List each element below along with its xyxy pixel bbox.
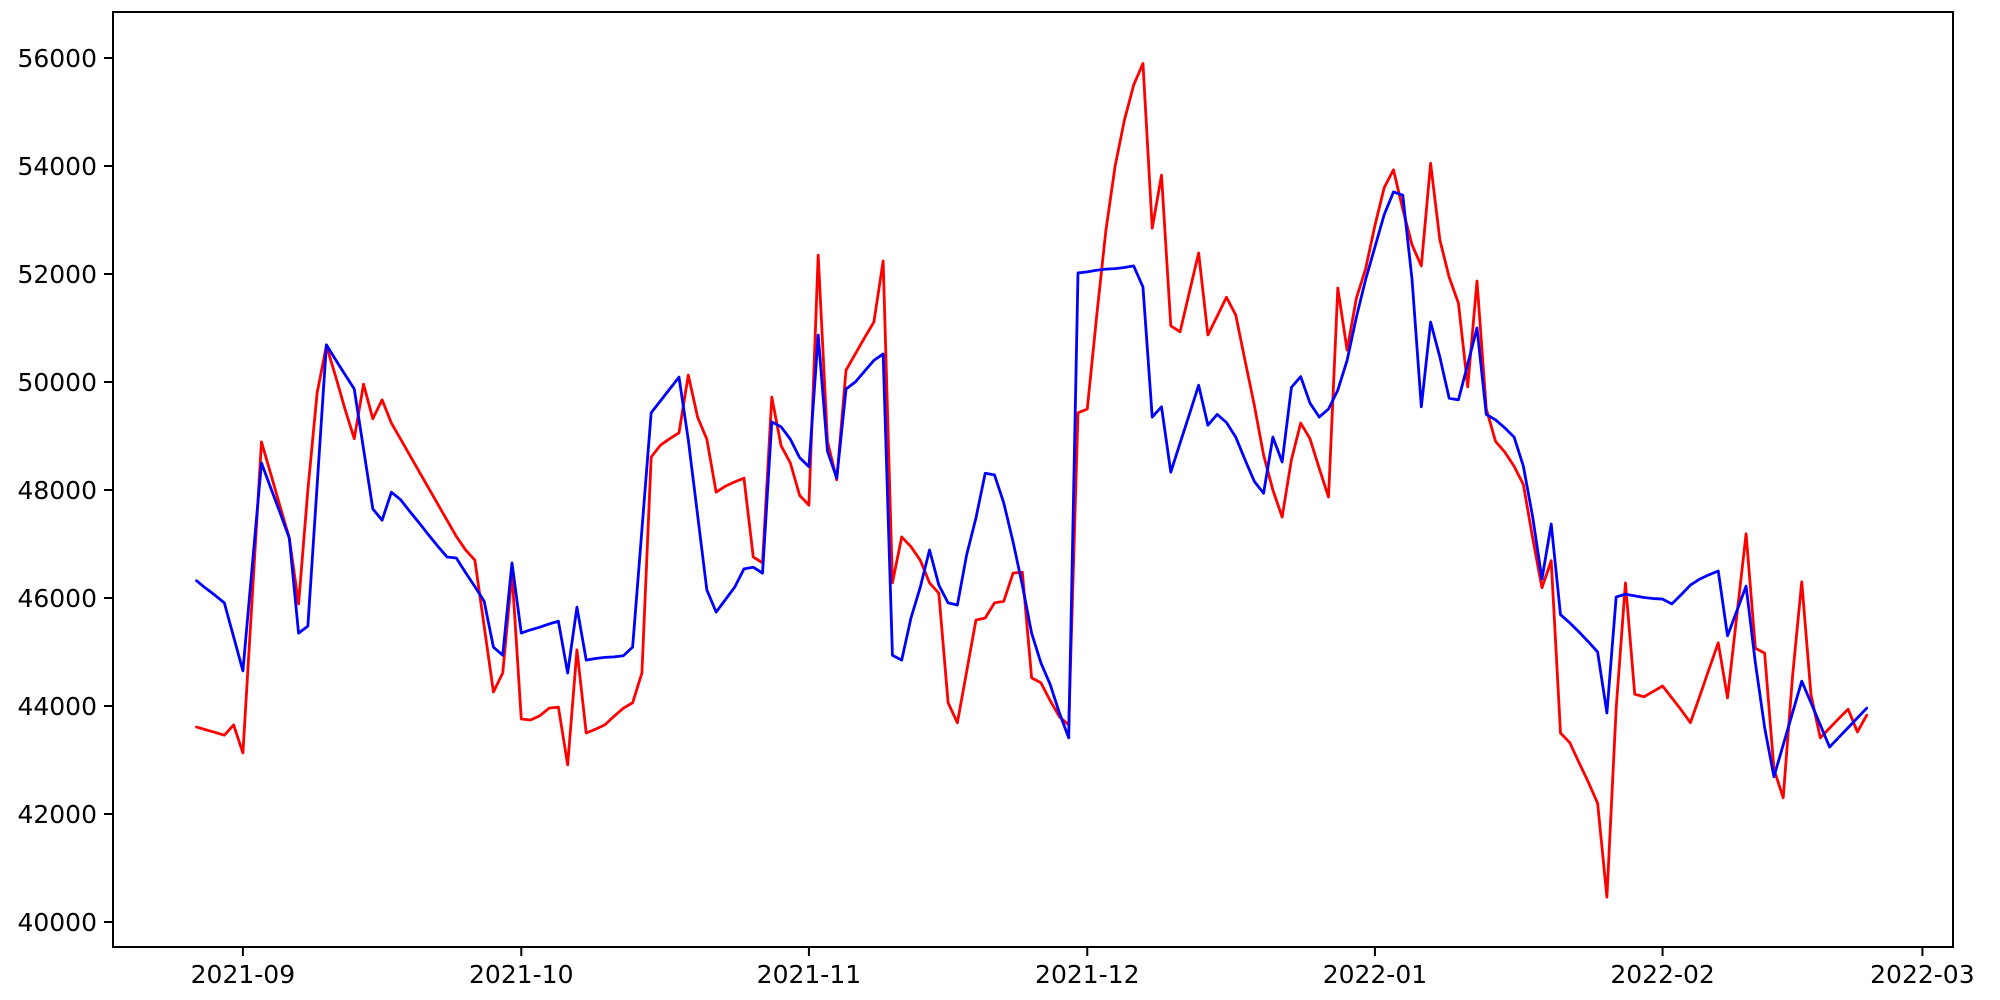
y-axis-tick-label: 42000 [17, 800, 97, 829]
red-series-line [195, 62, 1869, 899]
x-axis-tick-label: 2022-03 [1870, 960, 1974, 989]
axes-background [113, 12, 1953, 947]
y-axis-tick-label: 50000 [17, 368, 97, 397]
series-group [195, 62, 1869, 899]
tick-labels-group: 2021-09 2021-10 2021-11 2021-12 2022-01 2022-… [17, 44, 1974, 989]
x-axis-tick-label: 2021-10 [469, 960, 573, 989]
y-axis-tick-label: 46000 [17, 584, 97, 613]
x-axis-tick-label: 2021-11 [757, 960, 861, 989]
y-axis-tick-label: 54000 [17, 152, 97, 181]
x-axis-tick-label: 2021-09 [191, 960, 295, 989]
y-axis-tick-label: 48000 [17, 476, 97, 505]
y-axis-tick-label: 52000 [17, 260, 97, 289]
y-axis-tick-label: 40000 [17, 908, 97, 937]
plot-border [112, 11, 1954, 948]
y-axis-tick-label: 56000 [17, 44, 97, 73]
x-axis-tick-label: 2022-01 [1323, 960, 1427, 989]
axes-group [104, 11, 1954, 956]
x-axis-tick-label: 2021-12 [1035, 960, 1139, 989]
plot-area [113, 12, 1953, 947]
y-axis-tick-label: 44000 [17, 692, 97, 721]
x-axis-tick-label: 2022-02 [1610, 960, 1714, 989]
blue-series-line [195, 190, 1869, 779]
